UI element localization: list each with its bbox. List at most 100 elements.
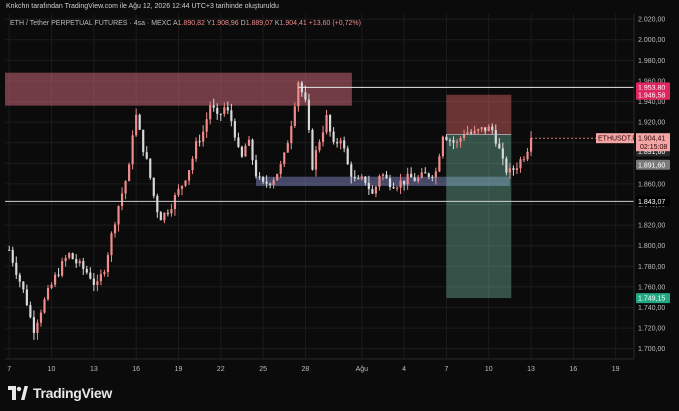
candle[interactable] (75, 259, 78, 264)
candle[interactable] (374, 186, 378, 194)
candle[interactable] (53, 274, 57, 285)
candle[interactable] (61, 261, 64, 276)
candle[interactable] (173, 195, 177, 210)
candle[interactable] (96, 281, 99, 285)
candle[interactable] (261, 177, 265, 182)
candle[interactable] (339, 140, 342, 144)
candle[interactable] (82, 261, 85, 269)
candle[interactable] (336, 142, 339, 144)
candle[interactable] (159, 212, 162, 221)
candle[interactable] (71, 253, 74, 260)
candle[interactable] (441, 136, 444, 157)
candle[interactable] (378, 176, 381, 187)
candle[interactable] (233, 121, 236, 138)
candle[interactable] (272, 180, 275, 185)
candle[interactable] (265, 181, 268, 184)
candle[interactable] (156, 195, 159, 213)
candle[interactable] (381, 174, 385, 177)
candle[interactable] (68, 253, 71, 258)
candle[interactable] (240, 146, 244, 157)
position-profit-zone[interactable] (446, 94, 512, 135)
candle[interactable] (258, 176, 261, 178)
candle[interactable] (198, 141, 201, 143)
candle[interactable] (494, 130, 497, 144)
candle[interactable] (470, 132, 473, 134)
candle[interactable] (205, 119, 208, 132)
candle[interactable] (505, 158, 508, 173)
candle[interactable] (216, 107, 219, 114)
candle[interactable] (501, 148, 504, 159)
candle[interactable] (410, 173, 413, 178)
candle[interactable] (328, 115, 332, 132)
candle[interactable] (247, 139, 251, 146)
candle[interactable] (276, 173, 279, 181)
candle[interactable] (417, 177, 420, 182)
candle[interactable] (223, 107, 226, 114)
candle[interactable] (473, 130, 476, 134)
candle[interactable] (251, 139, 254, 161)
candle[interactable] (11, 249, 14, 263)
candle[interactable] (519, 159, 522, 169)
candle[interactable] (226, 107, 229, 111)
candle[interactable] (420, 172, 423, 178)
candle[interactable] (110, 233, 113, 256)
candle[interactable] (406, 173, 409, 185)
candle[interactable] (15, 262, 18, 275)
candle[interactable] (297, 82, 300, 107)
candle[interactable] (195, 141, 198, 159)
candle[interactable] (103, 272, 106, 275)
candle[interactable] (364, 176, 367, 183)
candle[interactable] (113, 224, 117, 234)
candle[interactable] (522, 159, 526, 161)
candle[interactable] (237, 137, 240, 147)
candle[interactable] (512, 168, 515, 171)
candle[interactable] (438, 156, 441, 172)
candle[interactable] (50, 284, 53, 289)
candle[interactable] (448, 140, 452, 142)
candle[interactable] (392, 187, 395, 189)
candle[interactable] (78, 261, 81, 264)
candle[interactable] (311, 129, 314, 170)
candle[interactable] (46, 288, 50, 300)
candle[interactable] (106, 255, 110, 273)
candle[interactable] (64, 257, 67, 262)
candlestick-chart[interactable]: 2.020,00 2.000,00 1.980,00 1.960,00 1.940,00… (0, 14, 679, 377)
candle[interactable] (314, 150, 318, 170)
candle[interactable] (39, 312, 43, 323)
candle[interactable] (395, 187, 399, 189)
candle[interactable] (99, 274, 102, 282)
candle[interactable] (244, 145, 247, 157)
candle[interactable] (152, 177, 155, 196)
position-risk-zone[interactable] (446, 134, 512, 299)
candle[interactable] (332, 131, 335, 143)
candle[interactable] (29, 305, 32, 318)
candle[interactable] (89, 272, 92, 279)
candle[interactable] (350, 164, 353, 177)
candle[interactable] (498, 143, 501, 149)
candle[interactable] (431, 176, 434, 178)
candle[interactable] (529, 138, 533, 152)
candle[interactable] (413, 177, 416, 182)
candle[interactable] (462, 134, 466, 138)
candle[interactable] (43, 299, 46, 313)
candle[interactable] (452, 140, 455, 143)
candle[interactable] (138, 114, 141, 130)
candle[interactable] (184, 180, 187, 186)
candle[interactable] (279, 164, 282, 174)
candle[interactable] (8, 249, 11, 251)
candle[interactable] (357, 178, 360, 180)
candle[interactable] (269, 183, 272, 185)
candle[interactable] (385, 174, 388, 179)
candle[interactable] (25, 289, 28, 306)
candle[interactable] (202, 131, 205, 142)
candle[interactable] (360, 176, 363, 179)
candle[interactable] (18, 274, 21, 282)
candle[interactable] (484, 127, 487, 132)
candle[interactable] (388, 178, 392, 188)
candle[interactable] (434, 171, 437, 178)
candle[interactable] (424, 172, 427, 174)
candle[interactable] (307, 99, 311, 130)
supply-zone[interactable] (5, 72, 352, 106)
candle[interactable] (187, 170, 191, 181)
candle[interactable] (22, 281, 25, 290)
